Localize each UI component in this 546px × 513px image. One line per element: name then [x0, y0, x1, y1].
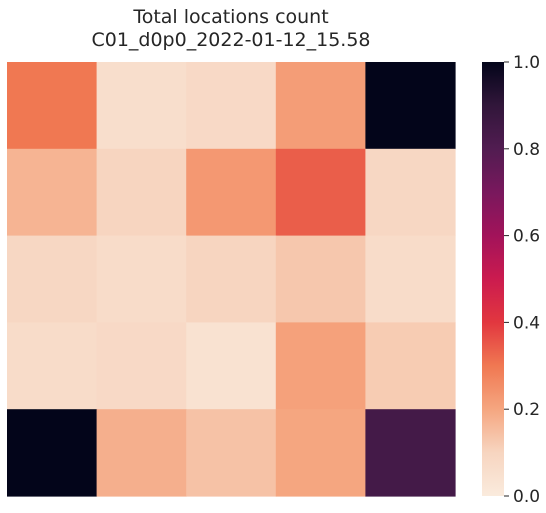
- heatmap-cell-r4-c3: [275, 409, 366, 497]
- heatmap-cell-r1-c1: [96, 148, 187, 237]
- heatmap-cell-r3-c4: [365, 322, 456, 410]
- heatmap-cell-r0-c4: [365, 62, 456, 150]
- heatmap-cell-r0-c0: [7, 62, 98, 150]
- heatmap-cell-r2-c4: [365, 235, 456, 323]
- heatmap-cell-r1-c2: [186, 148, 277, 237]
- heatmap-cell-r0-c2: [186, 62, 277, 150]
- heatmap-cell-r1-c0: [7, 148, 98, 237]
- heatmap-cell-r4-c2: [186, 409, 277, 497]
- heatmap-cell-r3-c1: [96, 322, 187, 410]
- heatmap-cell-r4-c0: [7, 409, 98, 497]
- colorbar-gradient: [482, 62, 504, 496]
- heatmap-cells: [7, 62, 456, 497]
- colorbar-tick-label: 0.4: [513, 313, 540, 333]
- heatmap-cell-r1-c3: [275, 148, 366, 237]
- chart-title-line-2: C01_d0p0_2022-01-12_15.58: [91, 29, 370, 51]
- chart-title-line-1: Total locations count: [132, 6, 328, 28]
- colorbar: 0.0 0.2 0.4 0.6 0.8 1.0: [482, 53, 540, 507]
- heatmap-cell-r4-c1: [96, 409, 187, 497]
- heatmap-cell-r3-c3: [275, 322, 366, 410]
- heatmap-cell-r0-c3: [275, 62, 366, 150]
- colorbar-tick-label: 0.8: [513, 140, 540, 160]
- colorbar-tick-label: 0.6: [513, 227, 540, 247]
- heatmap-cell-r1-c4: [365, 148, 456, 237]
- heatmap-cell-r4-c4: [365, 409, 456, 497]
- heatmap-cell-r3-c2: [186, 322, 277, 410]
- colorbar-tick-label: 0.0: [513, 487, 540, 507]
- colorbar-tick-label: 1.0: [513, 53, 540, 73]
- heatmap-cell-r2-c3: [275, 235, 366, 323]
- heatmap-cell-r2-c0: [7, 235, 98, 323]
- colorbar-tick-label: 0.2: [513, 400, 540, 420]
- heatmap-cell-r0-c1: [96, 62, 187, 150]
- heatmap-cell-r3-c0: [7, 322, 98, 410]
- heatmap-cell-r2-c2: [186, 235, 277, 323]
- heatmap-cell-r2-c1: [96, 235, 187, 323]
